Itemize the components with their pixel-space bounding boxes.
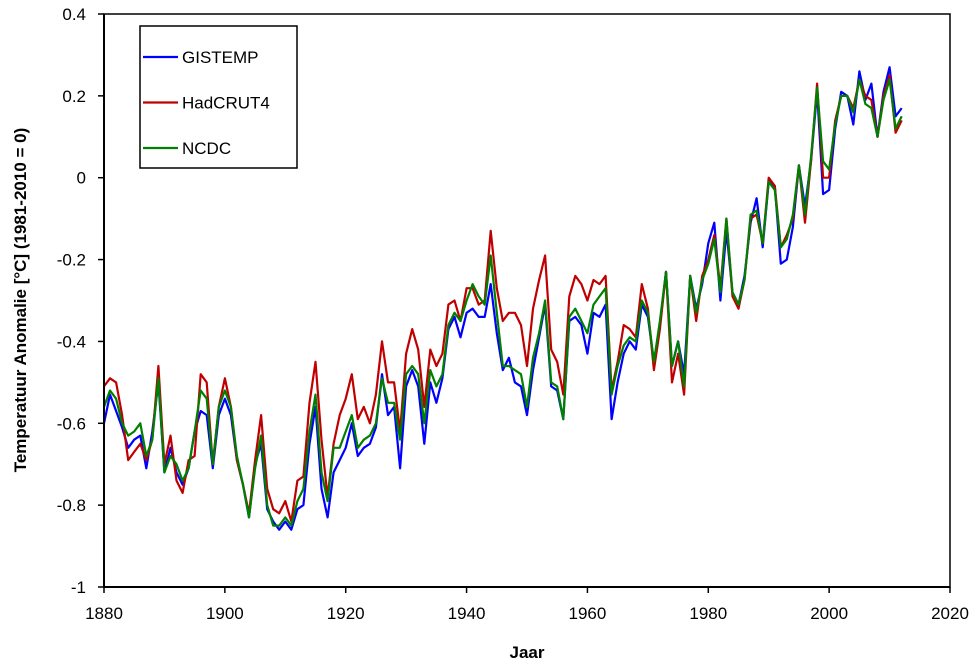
x-tick-label: 1940 [448,604,486,623]
legend-label-gistemp: GISTEMP [182,48,259,67]
legend-box [139,25,298,169]
legend-label-hadcrut4: HadCRUT4 [182,94,270,113]
x-tick-label: 1920 [327,604,365,623]
legend: GISTEMP HadCRUT4 NCDC [139,25,298,169]
x-tick-label: 1900 [206,604,244,623]
axes: 0.4 0.2 0 -0.2 -0.4 -0.6 -0.8 -1 1880 1900 1920 194… [57,5,969,623]
x-axis-label: Jaar [510,643,545,662]
x-tick-label: 1980 [689,604,727,623]
x-tick-label: 2020 [931,604,969,623]
x-tick-label: 1880 [85,604,123,623]
y-tick-label: -0.6 [57,414,86,433]
y-axis-label: Temperatuur Anomalie [°C] (1981-2010 = 0… [11,128,30,473]
y-tick-label: -1 [71,578,86,597]
series-layer [102,66,903,531]
y-tick-label: -0.8 [57,496,86,515]
y-tick-label: -0.2 [57,251,86,270]
y-tick-label: 0 [77,169,86,188]
x-tick-label: 2000 [810,604,848,623]
legend-label-ncdc: NCDC [182,139,231,158]
y-tick-label: 0.4 [62,5,86,24]
x-tick-label: 1960 [569,604,607,623]
y-tick-label: -0.4 [57,332,86,351]
series-line-ncdc [102,78,903,527]
y-tick-label: 0.2 [62,87,86,106]
